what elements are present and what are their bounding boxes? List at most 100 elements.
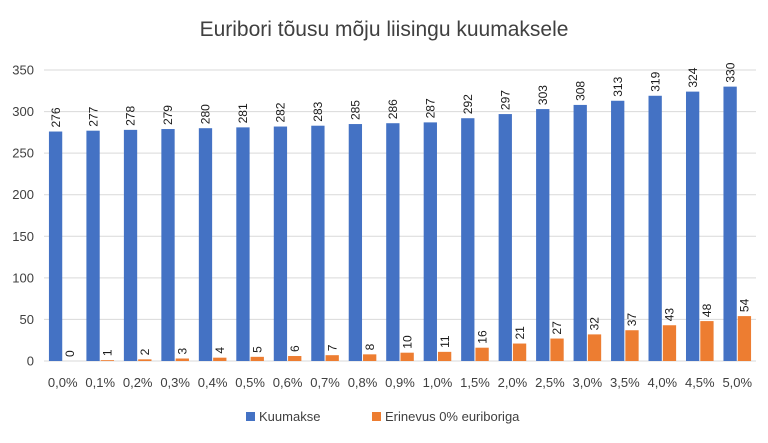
legend-swatch bbox=[372, 412, 381, 421]
x-tick-label: 2,0% bbox=[498, 375, 528, 390]
bar-kuumakse[interactable] bbox=[498, 114, 512, 362]
data-label: 276 bbox=[49, 107, 63, 127]
bar-erinevus[interactable] bbox=[437, 351, 452, 361]
data-label: 297 bbox=[498, 90, 512, 110]
y-tick-label: 50 bbox=[20, 312, 34, 327]
y-tick-label: 350 bbox=[12, 63, 34, 78]
data-label: 54 bbox=[738, 298, 752, 312]
x-axis-ticks: 0,0% 0,1% 0,2% 0,3% 0,4% 0,5% 0,6% 0,7% 0,8% 0,9%… bbox=[48, 375, 753, 390]
data-label: 8 bbox=[363, 343, 377, 350]
y-tick-label: 200 bbox=[12, 187, 34, 202]
bar-kuumakse[interactable] bbox=[423, 122, 437, 361]
bar-kuumakse[interactable] bbox=[348, 124, 363, 362]
bar-kuumakse[interactable] bbox=[536, 109, 550, 361]
y-tick-label: 150 bbox=[12, 229, 34, 244]
data-label: 308 bbox=[573, 81, 587, 101]
bar-erinevus[interactable] bbox=[288, 356, 302, 361]
data-label: 287 bbox=[424, 98, 438, 118]
bar-erinevus[interactable] bbox=[325, 355, 339, 361]
x-tick-label: 5,0% bbox=[722, 375, 752, 390]
bar-kuumakse[interactable] bbox=[648, 95, 662, 361]
bar-erinevus[interactable] bbox=[475, 347, 489, 361]
data-label: 48 bbox=[700, 303, 714, 317]
x-tick-label: 1,5% bbox=[460, 375, 490, 390]
data-label: 4 bbox=[213, 347, 227, 354]
data-label: 319 bbox=[648, 71, 662, 91]
y-tick-label: 300 bbox=[12, 104, 34, 119]
bar-kuumakse[interactable] bbox=[236, 127, 250, 362]
data-label: 21 bbox=[513, 326, 527, 340]
data-label: 0 bbox=[63, 350, 77, 357]
data-label: 330 bbox=[723, 62, 737, 82]
bar-erinevus[interactable] bbox=[512, 343, 527, 361]
data-label: 7 bbox=[325, 344, 339, 351]
bar-erinevus[interactable] bbox=[662, 325, 677, 361]
data-label: 5 bbox=[250, 346, 264, 353]
data-label: 279 bbox=[161, 105, 175, 125]
legend-label: Erinevus 0% euriboriga bbox=[385, 409, 520, 424]
x-tick-label: 0,6% bbox=[273, 375, 303, 390]
bar-erinevus[interactable] bbox=[138, 359, 152, 361]
chart-title: Euribori tõusu mõju liisingu kuumaksele bbox=[200, 18, 569, 41]
bar-kuumakse[interactable] bbox=[461, 118, 475, 361]
y-tick-label: 100 bbox=[12, 270, 34, 285]
x-tick-label: 2,5% bbox=[535, 375, 565, 390]
data-label: 282 bbox=[274, 102, 288, 122]
bar-erinevus[interactable] bbox=[550, 338, 564, 361]
data-label: 37 bbox=[625, 313, 639, 327]
data-label: 16 bbox=[475, 330, 489, 344]
bars bbox=[48, 86, 752, 362]
y-axis-ticks: 0 50 100 150 200 250 300 350 bbox=[12, 63, 34, 369]
x-tick-label: 0,2% bbox=[123, 375, 153, 390]
x-tick-label: 0,0% bbox=[48, 375, 78, 390]
bar-erinevus[interactable] bbox=[213, 357, 227, 361]
data-label: 286 bbox=[386, 99, 400, 119]
data-label: 313 bbox=[611, 76, 625, 96]
bar-kuumakse[interactable] bbox=[123, 129, 138, 361]
data-label: 27 bbox=[550, 321, 564, 335]
y-tick-label: 250 bbox=[12, 146, 34, 161]
legend[interactable]: Kuumakse Erinevus 0% euriboriga bbox=[246, 409, 520, 424]
data-label: 10 bbox=[400, 335, 414, 349]
bar-erinevus[interactable] bbox=[100, 360, 115, 361]
bar-kuumakse[interactable] bbox=[573, 104, 587, 362]
bar-kuumakse[interactable] bbox=[723, 86, 737, 361]
bar-erinevus[interactable] bbox=[737, 316, 752, 361]
x-tick-label: 3,0% bbox=[573, 375, 603, 390]
bar-kuumakse[interactable] bbox=[161, 129, 175, 361]
x-tick-label: 1,0% bbox=[423, 375, 453, 390]
bar-erinevus[interactable] bbox=[250, 356, 264, 361]
data-label: 280 bbox=[199, 104, 213, 124]
x-tick-label: 0,1% bbox=[85, 375, 115, 390]
bar-kuumakse[interactable] bbox=[198, 128, 213, 361]
x-tick-label: 4,5% bbox=[685, 375, 715, 390]
bar-erinevus[interactable] bbox=[175, 358, 189, 361]
bar-kuumakse[interactable] bbox=[48, 131, 63, 361]
data-label: 6 bbox=[288, 345, 302, 352]
bar-erinevus[interactable] bbox=[625, 330, 639, 361]
bar-kuumakse[interactable] bbox=[611, 100, 625, 362]
bar-erinevus[interactable] bbox=[363, 354, 377, 361]
x-tick-label: 0,8% bbox=[348, 375, 378, 390]
bar-erinevus[interactable] bbox=[700, 321, 714, 361]
data-label: 283 bbox=[311, 101, 325, 121]
bar-erinevus[interactable] bbox=[587, 334, 602, 361]
bar-kuumakse[interactable] bbox=[685, 91, 700, 362]
data-label: 292 bbox=[461, 94, 475, 114]
data-label: 2 bbox=[138, 348, 152, 355]
x-tick-label: 0,3% bbox=[160, 375, 190, 390]
bar-kuumakse[interactable] bbox=[273, 126, 288, 361]
bar-kuumakse[interactable] bbox=[86, 130, 100, 361]
data-label: 303 bbox=[536, 85, 550, 105]
data-label: 281 bbox=[236, 103, 250, 123]
x-tick-label: 0,9% bbox=[385, 375, 415, 390]
x-tick-label: 3,5% bbox=[610, 375, 640, 390]
x-tick-label: 0,5% bbox=[235, 375, 265, 390]
bar-erinevus[interactable] bbox=[400, 352, 414, 361]
legend-label: Kuumakse bbox=[259, 409, 320, 424]
x-tick-label: 4,0% bbox=[647, 375, 677, 390]
data-label: 278 bbox=[124, 106, 138, 126]
bar-kuumakse[interactable] bbox=[386, 123, 400, 361]
bar-kuumakse[interactable] bbox=[311, 125, 325, 361]
